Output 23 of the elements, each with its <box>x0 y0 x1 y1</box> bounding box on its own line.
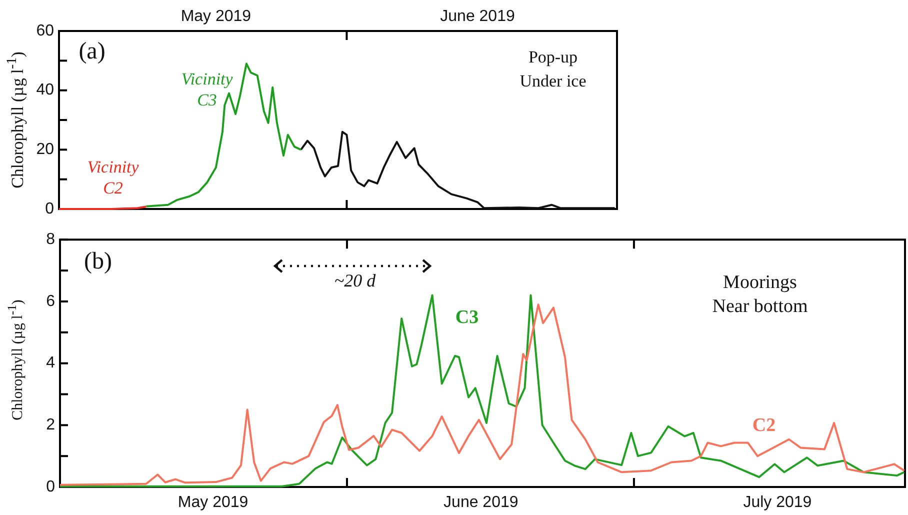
y-tick-label: 2 <box>46 416 56 434</box>
annotation: ~20 d <box>334 270 377 291</box>
series-label: C2 <box>752 414 776 436</box>
series-label: Vicinity C2 <box>87 157 140 198</box>
y-tick-label: 20 <box>36 141 54 158</box>
y-tick-label: 60 <box>36 22 54 40</box>
annotation: Pop-up Under ice <box>520 47 586 90</box>
y-tick-label: 0 <box>45 200 54 218</box>
y-tick-label: 0 <box>46 478 56 496</box>
x-tick-label: June 2019 <box>444 494 518 512</box>
y-tick-label: 40 <box>36 82 54 99</box>
series-label: C3 <box>455 306 479 328</box>
y-tick-label: 8 <box>46 231 56 248</box>
x-tick-label: May 2019 <box>180 8 252 25</box>
series-label: Vicinity C3 <box>181 69 234 110</box>
annotation: (a) <box>78 38 106 64</box>
annotation: (b) <box>84 248 112 274</box>
y-tick-label: 6 <box>46 292 56 310</box>
y-tick-label: 4 <box>46 354 56 372</box>
annotation: Moorings Near bottom <box>712 272 808 317</box>
x-tick-label: June 2019 <box>440 8 515 25</box>
x-tick-label: July 2019 <box>743 494 812 512</box>
x-tick-label: May 2019 <box>178 494 248 512</box>
